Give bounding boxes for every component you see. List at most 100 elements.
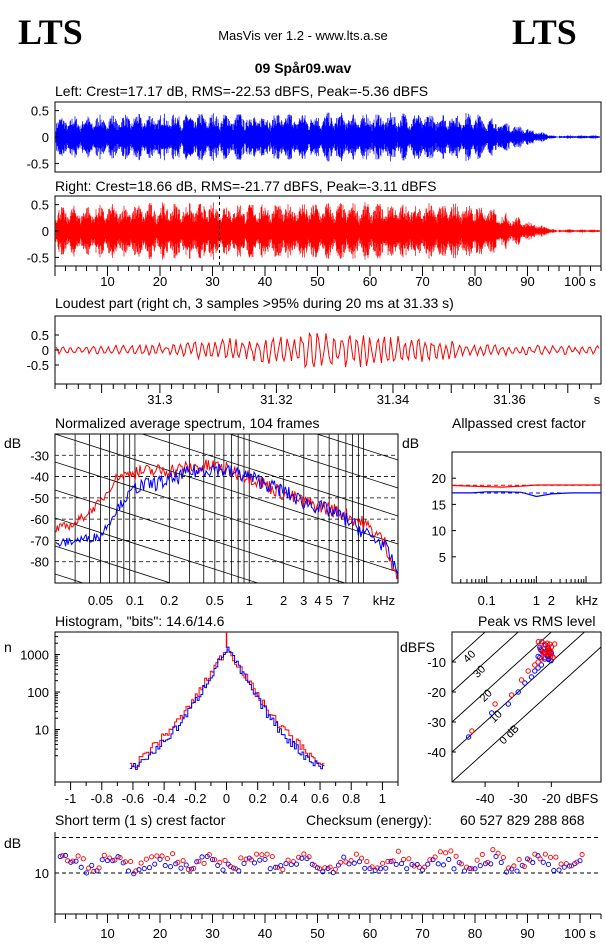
peakrms-right-point <box>544 640 550 646</box>
shortcrest-left-point <box>398 861 405 867</box>
histogram-xtick-label: 0.8 <box>342 791 360 806</box>
shortcrest-left-point <box>404 866 410 872</box>
shortcrest-left-point <box>451 866 457 872</box>
shortcrest-right-point <box>80 856 86 862</box>
peakrms-diagonals <box>452 632 601 782</box>
app-title: MasVis ver 1.2 - www.lts.a.se <box>218 28 388 43</box>
spectrum-ytick-label: -50 <box>30 491 49 506</box>
shortcrest-xtick-label: 70 <box>415 926 429 941</box>
shortcrest-left-point <box>125 868 132 874</box>
allpass-ytick-label: 10 <box>432 524 446 539</box>
shortcrest-right-point <box>516 857 522 863</box>
histogram-title: Histogram, "bits": 14.6/14.6 <box>55 613 225 629</box>
peakrms-right-point <box>508 692 515 698</box>
shortcrest-right-point <box>437 849 443 855</box>
spectrum-xtick-label: 0.5 <box>206 593 224 608</box>
shortcrest-left-point <box>215 862 221 868</box>
shortcrest-right-point <box>133 868 139 874</box>
shortcrest-right-point <box>374 865 380 871</box>
shortcrest-right-point <box>490 847 496 853</box>
peakrms-right-point <box>550 654 556 661</box>
spectrum-diagonal <box>140 434 398 517</box>
shortcrest-right-point <box>91 868 97 875</box>
histogram-ylabel: n <box>4 639 12 655</box>
right-title: Right: Crest=18.66 dB, RMS=-21.77 dBFS, … <box>55 178 436 194</box>
shortcrest-right-point <box>138 860 144 866</box>
shortcrest-right-point <box>464 864 470 870</box>
spectrum-diagonal <box>55 434 398 545</box>
peakrms-diag-label: 0 dB <box>497 723 521 747</box>
shortcrest-right-point <box>353 851 359 857</box>
peakrms-xtick-label: -30 <box>509 791 528 806</box>
shortcrest-right-point <box>537 856 543 862</box>
spectrum-xtick-label: 3 <box>300 593 307 608</box>
shortcrest-left-point <box>146 865 153 871</box>
shortcrest-left-point <box>267 866 273 872</box>
shortcrest-right-point <box>311 862 317 868</box>
shortcrest-left-point <box>236 868 242 874</box>
shortcrest-left-point <box>351 860 357 866</box>
shortcrest-xtick-label: 10 <box>100 926 114 941</box>
histogram-right-trace <box>129 649 325 768</box>
loudest-title: Loudest part (right ch, 3 samples >95% d… <box>55 295 454 311</box>
shortcrest-left-point <box>141 866 147 872</box>
time-axis-label: 50 <box>310 274 324 289</box>
shortcrest-right-point <box>474 857 480 863</box>
shortcrest-left-point <box>199 854 205 860</box>
peakrms-title: Peak vs RMS level <box>478 613 595 629</box>
shortcrest-right-point <box>348 858 354 864</box>
shortcrest-right-point <box>511 863 517 869</box>
shortcrest-left-point <box>89 862 95 868</box>
shortcrest-right-point <box>443 850 449 856</box>
logo-right: LTS <box>512 12 577 52</box>
shortcrest-right-point <box>385 858 391 864</box>
shortcrest-right-point <box>301 851 307 857</box>
shortcrest-right-point <box>390 858 396 864</box>
allpass-right-trace <box>451 484 601 488</box>
peakrms-left-point <box>489 710 495 716</box>
peakrms-right-point <box>547 641 553 647</box>
loudest-ytick-label: 0.5 <box>31 328 49 343</box>
peakrms-right-point <box>535 659 541 665</box>
shortcrest-left-point <box>272 864 279 870</box>
peakrms-left-point <box>505 701 511 707</box>
shortcrest-left-point <box>162 863 168 869</box>
shortcrest-right-point <box>290 859 296 865</box>
peakrms-diagonal <box>452 632 586 753</box>
shortcrest-right-point <box>416 864 422 870</box>
shortcrest-left-point <box>73 858 79 864</box>
shortcrest-right-point <box>479 852 485 858</box>
allpass-left-trace <box>452 491 601 498</box>
left-wave-ytick-label: 0 <box>42 130 49 145</box>
shortcrest-right-point <box>107 855 113 861</box>
spectrum-xtick-label: 2 <box>280 593 287 608</box>
shortcrest-left-point <box>152 861 158 867</box>
shortcrest-left-point <box>503 869 510 875</box>
peakrms-right-point <box>537 646 543 652</box>
shortcrest-left-point <box>425 861 431 867</box>
histogram-xtick-label: -1 <box>65 791 77 806</box>
shortcrest-right-point <box>212 857 218 863</box>
shortcrest-right-point <box>159 853 165 859</box>
right-wave-ytick-label: -0.5 <box>27 250 49 265</box>
shortcrest-right-point <box>448 848 454 854</box>
shortcrest-left-point <box>540 859 546 865</box>
shortcrest-left-point <box>220 867 226 873</box>
shortcrest-left-point <box>136 867 142 873</box>
shortcrest-right-point <box>206 852 212 858</box>
spectrum-ytick-label: -30 <box>30 448 49 463</box>
shortcrest-ytick-label: 10 <box>35 866 49 881</box>
shortcrest-left-point <box>440 862 447 868</box>
shortcrest-left-point <box>262 856 268 863</box>
allpass-title: Allpassed crest factor <box>452 415 586 431</box>
loudest-xtick-label: 31.36 <box>493 392 526 407</box>
shortcrest-right-point <box>395 848 401 854</box>
shortcrest-right-point <box>500 854 506 861</box>
shortcrest-right-point <box>259 852 265 858</box>
shortcrest-left-point <box>446 856 452 863</box>
peakrms-left-point <box>522 680 528 686</box>
shortcrest-right-point <box>401 856 407 862</box>
histogram-ytick-label: 100 <box>27 685 49 700</box>
shortcrest-right-point <box>369 864 375 870</box>
spectrum-xtick-label: 4 <box>314 593 321 608</box>
